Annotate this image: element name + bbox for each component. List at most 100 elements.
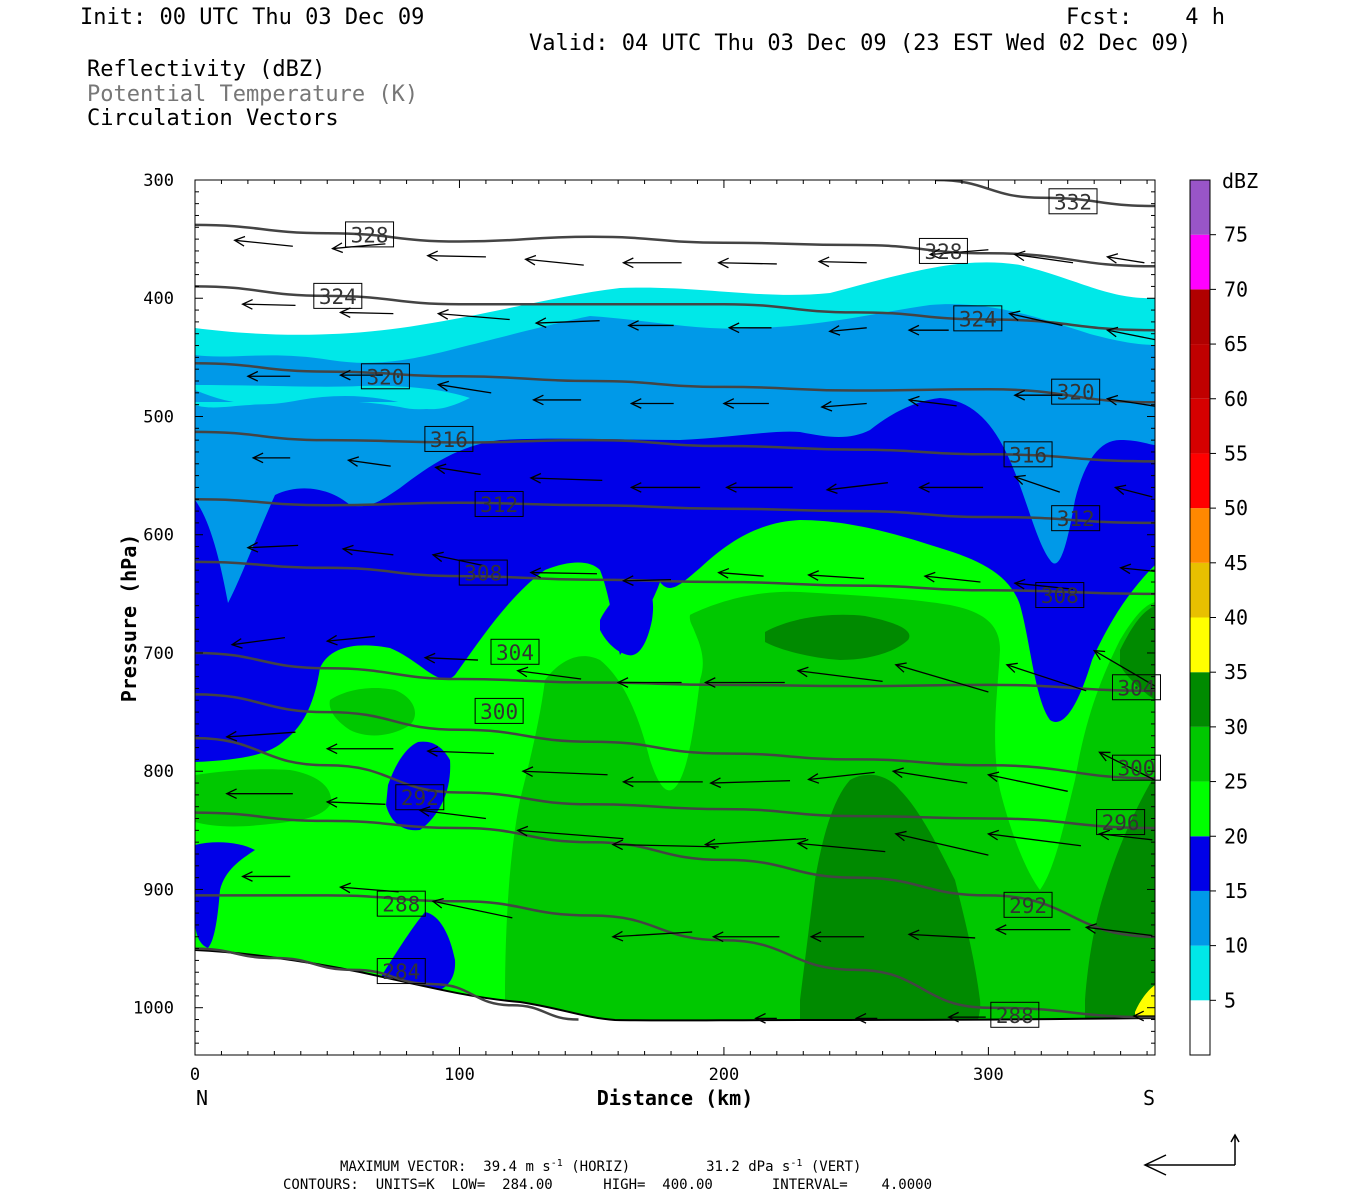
circulation-vector: [621, 575, 672, 586]
svg-text:284: 284: [382, 960, 420, 984]
reflectivity-region-30dbz: [765, 606, 1155, 1055]
circulation-vector: [754, 1012, 777, 1024]
circulation-vector: [807, 771, 875, 784]
vert-component-label: (VERT): [802, 1159, 862, 1175]
circulation-vector: [1113, 484, 1153, 498]
colorbar-title: dBZ: [1222, 169, 1258, 193]
x-axis-end-south: S: [1143, 1086, 1155, 1110]
y-tick-label: 800: [143, 762, 174, 782]
circulation-vector: [529, 472, 603, 484]
colorbar-label: 40: [1224, 606, 1248, 630]
colorbar-label: 25: [1224, 770, 1248, 794]
theta-contour-label: 288: [990, 1001, 1040, 1028]
svg-text:304: 304: [496, 641, 534, 665]
theta-contour-label: 320: [360, 363, 410, 390]
circulation-vector: [817, 256, 867, 268]
circulation-vector: [532, 394, 582, 406]
theta-contour-320: [195, 362, 1155, 404]
field-title-potential-temperature: Potential Temperature (K): [87, 82, 419, 107]
circulation-vector: [346, 456, 391, 467]
circulation-vector: [423, 652, 479, 664]
circulation-vector: [1092, 649, 1155, 687]
circulation-vector: [325, 634, 375, 646]
circulation-vector: [246, 370, 291, 382]
circulation-vector: [1013, 250, 1074, 264]
circulation-vector: [241, 871, 291, 882]
circulation-vector: [629, 482, 701, 493]
svg-text:312: 312: [1057, 507, 1095, 531]
colorbar-swatch-60: [1190, 344, 1210, 399]
colorbar-label: 60: [1224, 387, 1248, 411]
theta-contour-label: 292: [1003, 891, 1053, 918]
theta-contour-label: 296: [1096, 809, 1146, 836]
svg-text:288: 288: [382, 893, 420, 917]
circulation-vector: [894, 662, 989, 693]
maximum-vector-vert: 31.2 dPa s: [706, 1159, 791, 1175]
theta-contour-label: 316: [424, 425, 474, 452]
circulation-vector: [1105, 326, 1155, 341]
svg-text:320: 320: [366, 365, 404, 389]
theta-contour-304: [195, 651, 1155, 693]
contour-info-line: CONTOURS: UNITS=K LOW= 284.00 HIGH= 400.…: [283, 1177, 933, 1193]
y-tick-label: 900: [143, 880, 174, 900]
theta-contour-312: [195, 498, 1155, 525]
circulation-vector: [820, 400, 867, 412]
circulation-vector: [246, 541, 299, 553]
colorbar-label: 5: [1224, 988, 1236, 1012]
colorbar-swatch-50: [1190, 453, 1210, 509]
circulation-vector: [627, 320, 674, 331]
circulation-vector: [241, 299, 296, 310]
circulation-vector: [947, 1011, 986, 1023]
x-tick-label: 200: [709, 1065, 740, 1085]
circulation-vector: [986, 829, 1082, 847]
svg-text:328: 328: [924, 240, 962, 264]
colorbar-swatch-25: [1190, 726, 1210, 782]
circulation-vector: [1132, 1010, 1155, 1022]
circulation-vector: [521, 766, 608, 777]
circulation-vector: [722, 398, 769, 409]
circulation-vector: [891, 767, 968, 784]
theta-contour-label: 300: [474, 697, 524, 724]
circulation-vector: [534, 317, 600, 329]
colorbar-label: 20: [1224, 824, 1248, 848]
circulation-vector: [529, 567, 597, 579]
theta-contour-label: 320: [1051, 378, 1101, 405]
x-axis-end-north: N: [196, 1086, 208, 1110]
circulation-vector: [225, 788, 293, 800]
svg-text:308: 308: [1041, 584, 1079, 608]
circulation-vector: [796, 666, 883, 682]
circulation-vector: [225, 730, 296, 742]
circulation-vector: [426, 250, 486, 262]
circulation-vector: [338, 307, 394, 319]
circulation-vector: [1105, 253, 1145, 264]
colorbar-label: 65: [1224, 332, 1248, 356]
svg-text:288: 288: [996, 1004, 1034, 1028]
circulation-vector: [717, 257, 777, 269]
maximum-vector-line: MAXIMUM VECTOR: 39.4 m s-1 (HORIZ) 31.2 …: [340, 1158, 862, 1175]
reflectivity-field: [195, 180, 1155, 1055]
circulation-vector: [341, 544, 394, 556]
colorbar-swatch-15: [1190, 836, 1210, 891]
y-tick-label: 1000: [133, 999, 174, 1019]
reflectivity-region-30dbz-core: [765, 614, 910, 660]
circulation-vector: [431, 551, 484, 567]
x-tick-label: 100: [444, 1065, 475, 1085]
colorbar-label: 15: [1224, 879, 1248, 903]
theta-contour-284: [195, 947, 579, 1021]
horiz-unit-exponent: -1: [550, 1158, 563, 1169]
circulation-vector: [711, 931, 780, 943]
colorbar-swatch-30: [1190, 672, 1210, 727]
circulation-vector: [516, 666, 582, 680]
circulation-vectors: [225, 235, 1155, 1024]
colorbar-label: 45: [1224, 551, 1248, 575]
theta-contour-label: 328: [918, 237, 968, 264]
circulation-vector: [854, 1012, 878, 1024]
terrain-below-ground: [195, 950, 1155, 1055]
colorbar-label: 50: [1224, 496, 1248, 520]
colorbar-swatch-40: [1190, 562, 1210, 618]
svg-text:292: 292: [401, 786, 439, 810]
svg-text:300: 300: [1118, 757, 1156, 781]
circulation-vector: [1013, 578, 1074, 590]
theta-contour-296: [195, 736, 1155, 830]
circulation-vector: [727, 322, 772, 334]
